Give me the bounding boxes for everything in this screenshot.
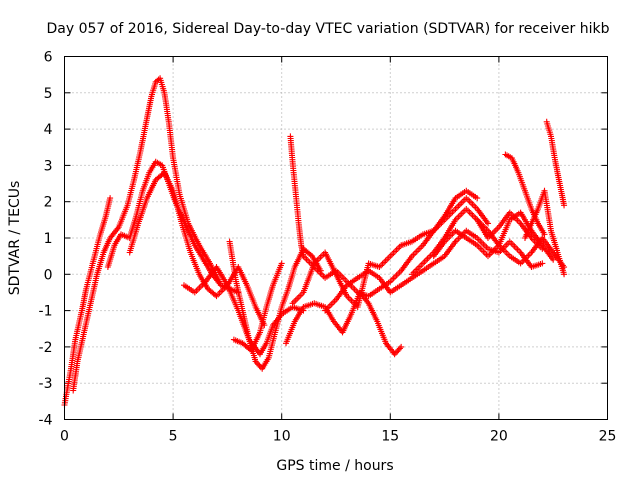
x-tick-label: 20 bbox=[490, 429, 508, 445]
y-tick-label: 0 bbox=[44, 267, 53, 283]
x-tick-label: 25 bbox=[599, 429, 617, 445]
y-tick-label: 5 bbox=[44, 86, 53, 102]
plus-markers bbox=[474, 216, 568, 271]
plus-markers bbox=[322, 227, 546, 314]
y-tick-label: -2 bbox=[39, 340, 53, 356]
series-arc-18 bbox=[543, 118, 568, 209]
series-arc-2 bbox=[70, 75, 224, 394]
plus-markers bbox=[543, 118, 568, 209]
x-tick-label: 10 bbox=[273, 429, 291, 445]
series-arc-7 bbox=[230, 260, 285, 354]
x-tick-label: 5 bbox=[169, 429, 178, 445]
y-tick-label: 6 bbox=[44, 50, 53, 66]
plus-markers bbox=[522, 187, 568, 278]
series-arc-1 bbox=[61, 195, 114, 408]
plus-markers bbox=[61, 195, 114, 408]
series-arc-8 bbox=[287, 133, 307, 260]
plot-frame bbox=[64, 56, 608, 420]
plus-markers bbox=[300, 195, 492, 300]
y-tick-label: -1 bbox=[39, 304, 53, 320]
series-arc-11 bbox=[300, 195, 492, 300]
plus-markers bbox=[287, 133, 307, 260]
chart-title: Day 057 of 2016, Sidereal Day-to-day VTE… bbox=[47, 21, 610, 37]
y-tick-label: 1 bbox=[44, 231, 53, 247]
series-arc-17 bbox=[522, 187, 568, 278]
series-arc-15 bbox=[474, 216, 568, 271]
plus-markers bbox=[70, 75, 224, 394]
x-axis-label: GPS time / hours bbox=[276, 458, 393, 474]
y-tick-label: -3 bbox=[39, 376, 53, 392]
y-axis-label: SDTVAR / TECUs bbox=[7, 181, 23, 296]
data-points bbox=[61, 75, 568, 408]
y-tick-label: 4 bbox=[44, 122, 53, 138]
y-tick-label: -4 bbox=[39, 413, 53, 429]
x-tick-label: 15 bbox=[381, 429, 399, 445]
y-tick-label: 3 bbox=[44, 158, 53, 174]
y-tick-label: 2 bbox=[44, 195, 53, 211]
axis-ticks: 0 5 10 15 20 25 -4 -3 -2 -1 0 1 2 3 4 5 6 bbox=[39, 50, 617, 445]
x-tick-label: 0 bbox=[60, 429, 69, 445]
series-arc-12 bbox=[322, 227, 546, 314]
plus-markers bbox=[230, 260, 285, 354]
